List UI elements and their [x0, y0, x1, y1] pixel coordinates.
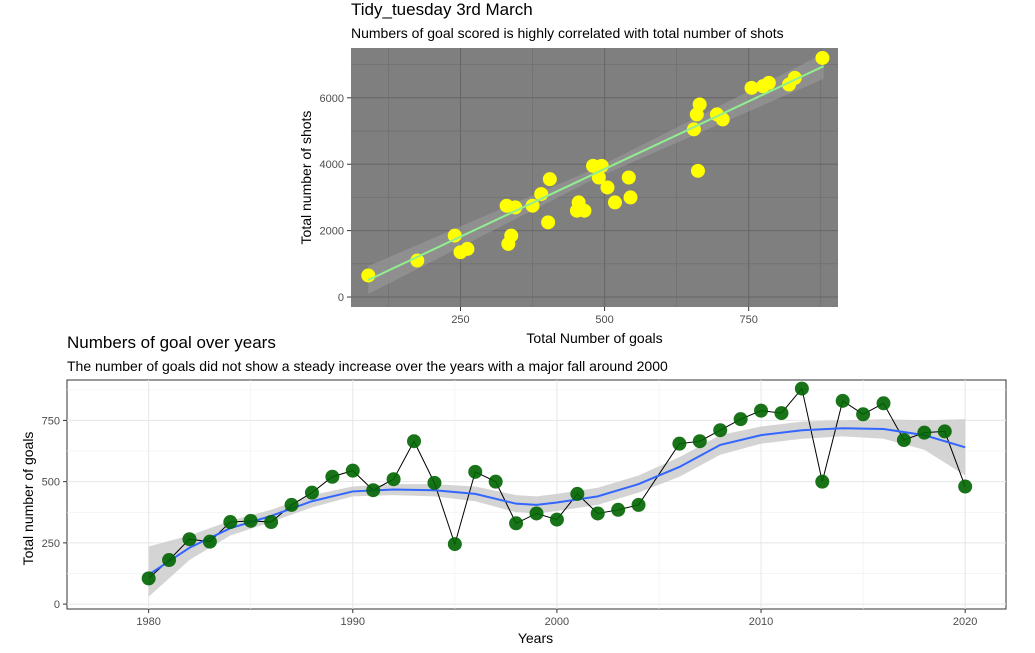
data-point [182, 532, 197, 547]
scatter-point [542, 172, 557, 187]
data-point [570, 486, 585, 501]
scatter-point [541, 215, 556, 230]
y-tick-label: 500 [42, 477, 60, 489]
scatter-point [600, 180, 615, 195]
data-point [917, 425, 932, 440]
data-point [611, 502, 626, 517]
data-point [468, 464, 483, 479]
x-axis-label: Years [518, 630, 553, 646]
data-point [937, 424, 952, 439]
scatter-point [621, 170, 636, 185]
data-point [264, 515, 279, 530]
data-point [835, 393, 850, 408]
x-tick-label: 2010 [749, 616, 773, 628]
data-point [672, 436, 687, 451]
x-tick-label: 1980 [136, 616, 160, 628]
y-tick-label: 2000 [320, 226, 344, 238]
x-tick-label: 500 [595, 314, 613, 326]
y-tick-label: 6000 [320, 93, 344, 105]
data-point [713, 423, 728, 438]
y-axis-label: Total number of shots [298, 111, 314, 245]
chart1-title: Tidy_tuesday 3rd March [351, 0, 533, 19]
data-point [345, 463, 360, 478]
y-tick-label: 0 [54, 599, 60, 611]
data-point [794, 381, 809, 396]
data-point [427, 475, 442, 490]
data-line [148, 387, 966, 579]
y-tick-label: 0 [338, 292, 344, 304]
data-point [304, 485, 319, 500]
x-tick-label: 1990 [341, 616, 365, 628]
y-tick-label: 4000 [320, 159, 344, 171]
scatter-point [508, 200, 523, 215]
chart2-subtitle: The number of goals did not show a stead… [67, 358, 668, 374]
data-point [386, 472, 401, 487]
data-point [366, 483, 381, 498]
scatter-point [607, 195, 622, 210]
x-axis-label: Total Number of goals [526, 330, 662, 346]
data-point [896, 433, 911, 448]
x-tick-label: 2020 [953, 616, 977, 628]
data-point [549, 512, 564, 527]
data-point [202, 534, 217, 549]
chart1-subtitle: Numbers of goal scored is highly correla… [351, 25, 784, 41]
data-point [733, 412, 748, 427]
scatter-point [690, 163, 705, 178]
data-point [162, 553, 177, 568]
data-point [325, 469, 340, 484]
scatter-point [577, 203, 592, 218]
y-tick-label: 250 [42, 538, 60, 550]
data-point [815, 474, 830, 489]
x-tick-label: 2000 [545, 616, 569, 628]
x-tick-label: 250 [451, 314, 469, 326]
data-point [447, 537, 462, 552]
data-point [856, 407, 871, 422]
data-point [876, 396, 891, 411]
confidence-ribbon [148, 419, 966, 597]
y-axis-label: Total number of goals [20, 432, 36, 566]
x-tick-label: 750 [739, 314, 757, 326]
scatter-point [460, 241, 475, 256]
y-tick-label: 750 [42, 415, 60, 427]
data-point [407, 434, 422, 449]
data-point [243, 513, 258, 528]
scatter-point [744, 80, 759, 95]
data-point [754, 403, 769, 418]
scatter-point [815, 50, 830, 65]
scatter-point [692, 97, 707, 112]
plot-panel [66, 379, 1007, 610]
data-point [774, 406, 789, 421]
scatter-point [761, 75, 776, 90]
data-point [488, 474, 503, 489]
data-point [141, 571, 156, 586]
scatter-point [410, 253, 425, 268]
scatter-point [504, 228, 519, 243]
data-point [590, 506, 605, 521]
scatter-point [623, 190, 638, 205]
regression-line [367, 65, 825, 281]
chart2-title: Numbers of goal over years [67, 333, 276, 352]
data-point [958, 479, 973, 494]
data-point [529, 506, 544, 521]
data-point [223, 515, 238, 530]
data-point [509, 516, 524, 531]
data-point [284, 497, 299, 512]
data-point [631, 497, 646, 512]
scatter-point [447, 228, 462, 243]
data-point [692, 434, 707, 449]
